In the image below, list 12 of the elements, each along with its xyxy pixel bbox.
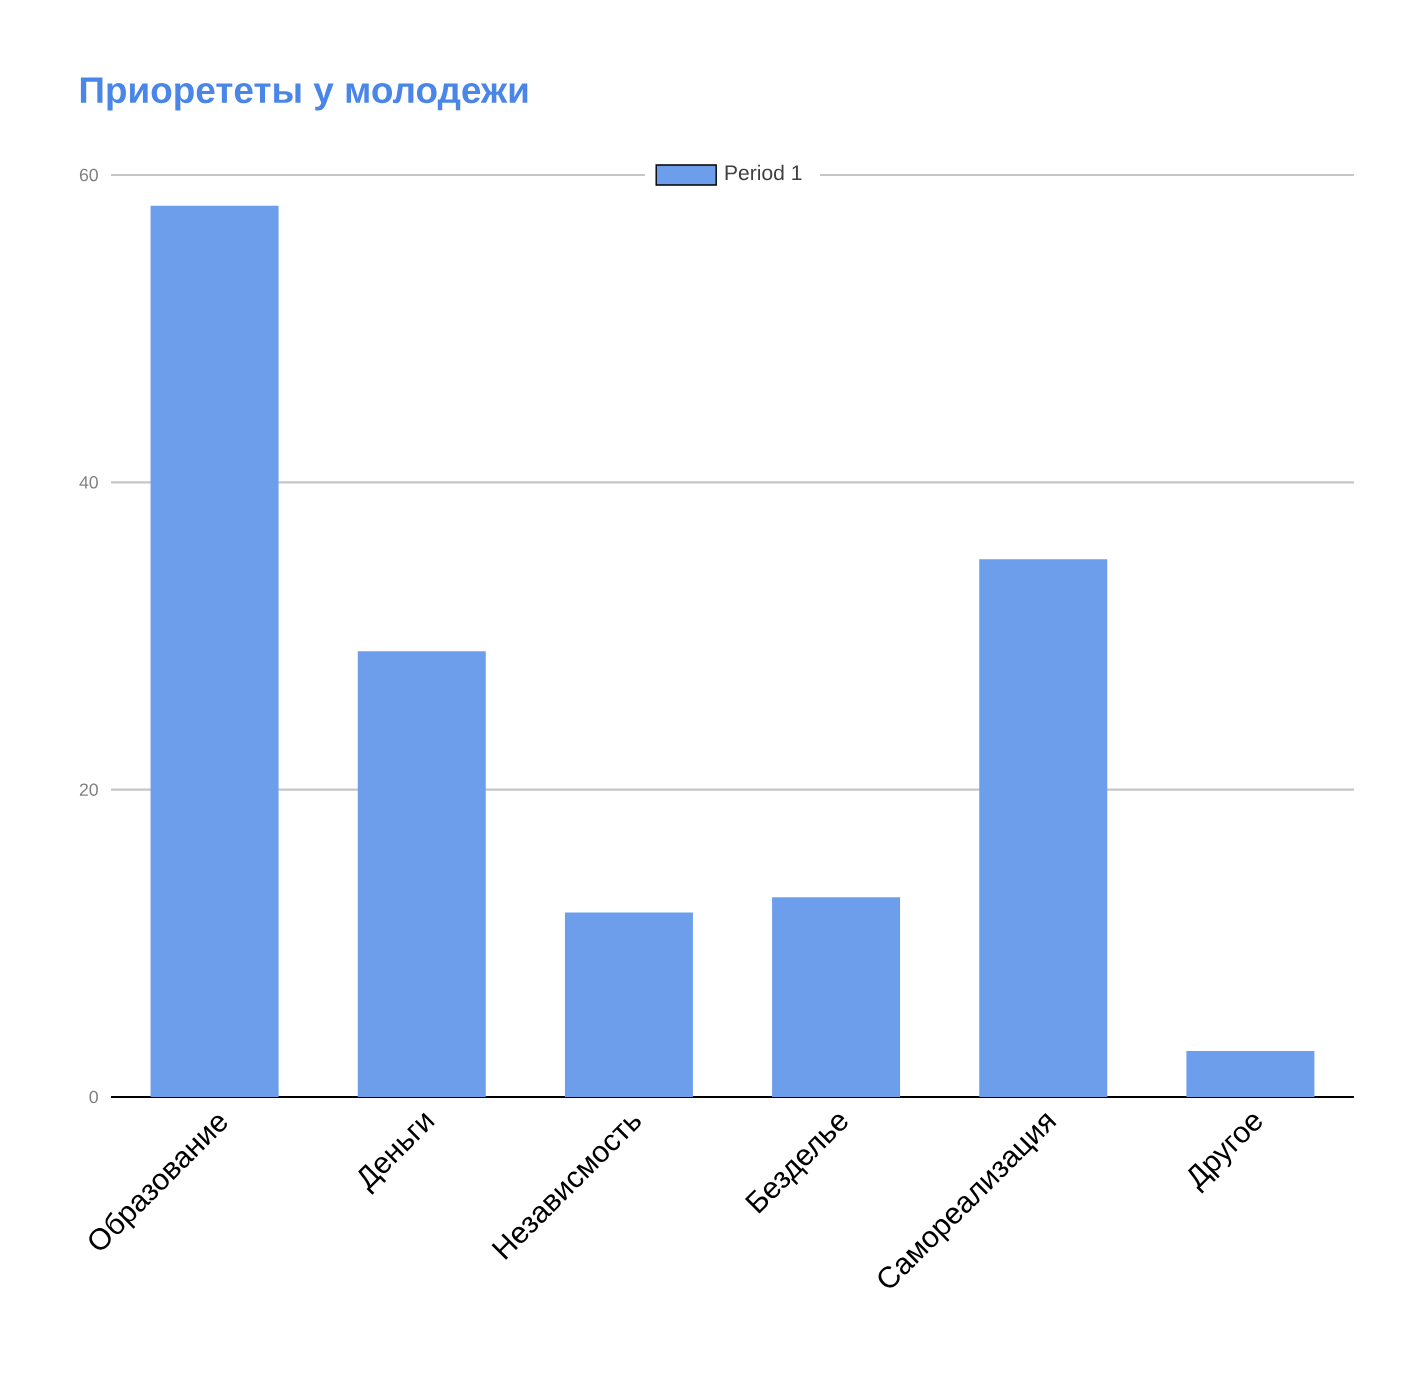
bar — [564, 912, 693, 1097]
y-tick-label: 60 — [79, 168, 98, 182]
chart-title: Приорететы у молодежи — [80, 77, 528, 111]
legend-label: Period 1 — [725, 164, 802, 181]
bar — [150, 205, 279, 1097]
y-tick-label: 0 — [89, 1090, 98, 1104]
bar — [979, 559, 1108, 1097]
bar — [357, 651, 486, 1097]
bar — [1186, 1050, 1315, 1097]
y-tick-label: 20 — [79, 783, 98, 796]
y-tick-label: 40 — [79, 476, 98, 489]
bar — [772, 897, 901, 1097]
